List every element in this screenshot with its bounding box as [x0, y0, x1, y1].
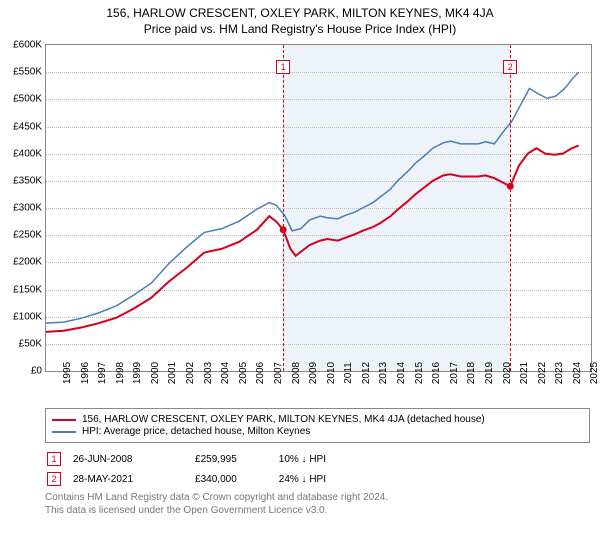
series-line — [46, 146, 579, 332]
y-axis-label: £450K — [13, 121, 42, 132]
marker-price: £259,995 — [145, 450, 247, 468]
legend-label: 156, HARLOW CRESCENT, OXLEY PARK, MILTON… — [82, 414, 485, 425]
marker-date: 26-JUN-2008 — [73, 450, 143, 468]
chart-plot-area: £0£50K£100K£150K£200K£250K£300K£350K£400… — [45, 44, 592, 372]
y-axis-label: £350K — [13, 175, 42, 186]
legend-row: HPI: Average price, detached house, Milt… — [52, 426, 583, 437]
legend-swatch — [52, 419, 76, 421]
marker-date: 28-MAY-2021 — [73, 470, 143, 488]
legend: 156, HARLOW CRESCENT, OXLEY PARK, MILTON… — [45, 408, 590, 443]
chart-subtitle: Price paid vs. HM Land Registry's House … — [0, 20, 600, 40]
series-line — [46, 72, 579, 323]
marker-vline — [510, 45, 511, 371]
y-axis-label: £550K — [13, 67, 42, 78]
marker-table-row: 2 28-MAY-2021£340,00024% ↓ HPI — [47, 470, 336, 488]
y-axis-label: £300K — [13, 203, 42, 214]
marker-vline — [283, 45, 284, 371]
y-axis-label: £100K — [13, 311, 42, 322]
y-axis-label: £250K — [13, 230, 42, 241]
y-axis-label: £200K — [13, 257, 42, 268]
y-axis-label: £600K — [13, 40, 42, 51]
marker-table-row: 1 26-JUN-2008£259,99510% ↓ HPI — [47, 450, 336, 468]
marker-badge: 1 — [276, 60, 290, 74]
legend-swatch — [52, 431, 76, 433]
y-axis-label: £150K — [13, 284, 42, 295]
marker-diff: 10% ↓ HPI — [249, 450, 336, 468]
footer-line-2: This data is licensed under the Open Gov… — [45, 505, 327, 516]
marker-badge: 2 — [503, 60, 517, 74]
marker-box-icon: 2 — [47, 472, 61, 486]
marker-diff: 24% ↓ HPI — [249, 470, 336, 488]
marker-price: £340,000 — [145, 470, 247, 488]
y-axis-label: £0 — [31, 366, 42, 377]
chart-title: 156, HARLOW CRESCENT, OXLEY PARK, MILTON… — [0, 0, 600, 20]
footer-line-1: Contains HM Land Registry data © Crown c… — [45, 492, 388, 503]
legend-label: HPI: Average price, detached house, Milt… — [82, 426, 310, 437]
marker-box-icon: 1 — [47, 452, 61, 466]
y-axis-label: £500K — [13, 94, 42, 105]
marker-table: 1 26-JUN-2008£259,99510% ↓ HPI 2 28-MAY-202… — [45, 448, 338, 490]
y-axis-label: £400K — [13, 148, 42, 159]
series-svg — [46, 45, 591, 371]
y-axis-label: £50K — [19, 338, 42, 349]
legend-row: 156, HARLOW CRESCENT, OXLEY PARK, MILTON… — [52, 414, 583, 425]
